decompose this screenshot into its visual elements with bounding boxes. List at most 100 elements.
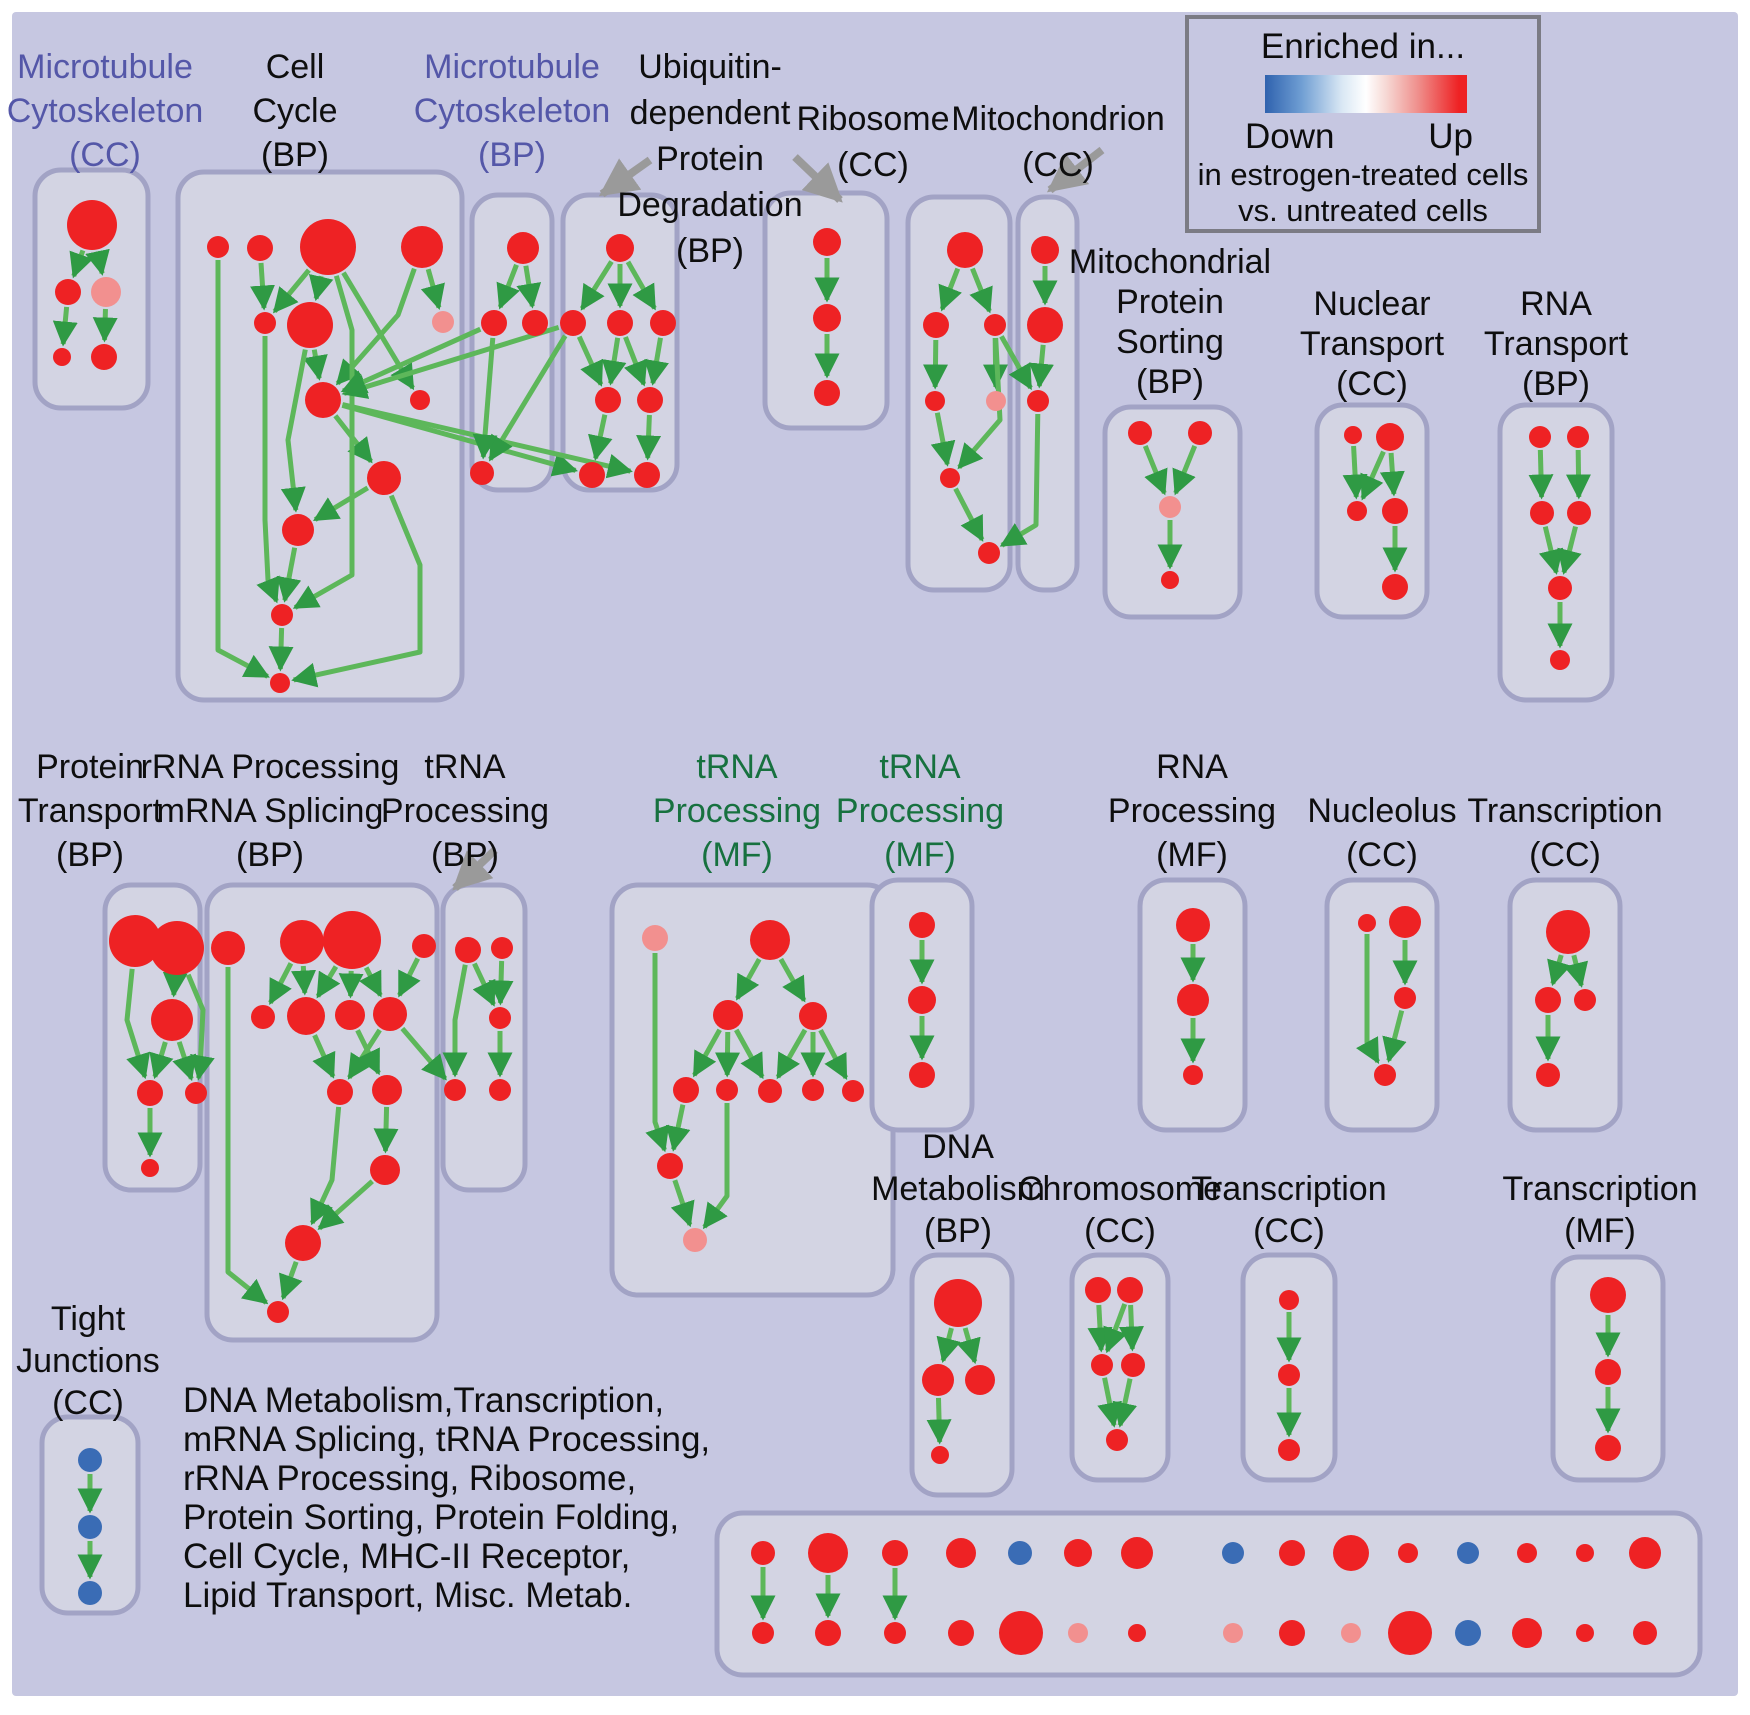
go-term-node-G6: [716, 1079, 738, 1101]
go-term-node-S3: [1159, 496, 1181, 518]
go-term-node-TB4: [444, 1079, 466, 1101]
edge-R4-R6: [930, 412, 956, 467]
go-term-node-G7: [758, 1079, 782, 1103]
edge-U4-U6: [644, 337, 669, 386]
go-term-node-P6: [141, 1159, 159, 1177]
label-protein-transport: Protein Transport (BP): [18, 748, 163, 874]
go-term-node-B6: [287, 302, 333, 348]
go-term-node-Y2: [1595, 1359, 1621, 1385]
label-transcription-cc-mid: Transcription (CC): [1467, 792, 1662, 874]
go-term-node-X1: [1279, 1290, 1299, 1310]
go-term-node-W2b: [815, 1620, 841, 1646]
go-term-node-TB3: [489, 1007, 511, 1029]
edge-G3-G6: [715, 1031, 740, 1078]
legend-subtitle-2: vs. untreated cells: [1238, 193, 1488, 228]
label-mito-protein-sorting: Mitochondrial Protein Sorting (BP): [1069, 243, 1271, 401]
edge-U6-U8: [636, 414, 662, 461]
group-box-cell-cycle: [175, 169, 465, 703]
go-term-node-B5: [254, 312, 276, 334]
edge-U2-U5: [576, 335, 604, 387]
edge-D1-D2: [936, 1327, 961, 1364]
edge-M1-M2: [496, 263, 520, 310]
edge-G1-G10: [645, 953, 670, 1153]
edge-S1-S3: [1142, 445, 1168, 496]
pointer-arrow-icon-1: [598, 156, 653, 198]
go-term-node-Q3: [323, 911, 381, 969]
go-term-node-Q10: [372, 1075, 402, 1105]
go-term-node-W6t: [1064, 1539, 1092, 1567]
edge-N2-N3: [1360, 450, 1386, 501]
label-trna-processing-mf-2: tRNA Processing (MF): [836, 748, 1004, 874]
group-box-transcription-cc-mid: [1507, 877, 1623, 1133]
go-term-node-J3: [78, 1581, 102, 1605]
go-term-node-W9b: [1279, 1620, 1305, 1646]
go-term-node-W12t: [1457, 1542, 1479, 1564]
edge-G6-G11: [702, 1103, 730, 1230]
go-term-node-W13b: [1512, 1618, 1542, 1648]
go-term-node-Q12: [285, 1225, 321, 1261]
go-term-node-Q2: [280, 920, 324, 964]
legend-title: Enriched in...: [1260, 27, 1466, 66]
go-term-node-H3: [909, 1062, 935, 1088]
go-term-node-W15b: [1633, 1621, 1657, 1645]
go-term-node-V2: [813, 304, 841, 332]
go-term-node-G3: [713, 1000, 743, 1030]
edge-NU1-NU4: [1356, 934, 1381, 1065]
go-term-node-C5: [1106, 1429, 1128, 1451]
label-ubiquitin: Ubiquitin-dependent Protein Degradation (BP…: [617, 48, 802, 270]
label-rna-transport: RNA Transport (BP): [1484, 285, 1629, 403]
go-term-node-N2: [1376, 423, 1404, 451]
go-term-node-U8: [634, 462, 660, 488]
legend-subtitle-1: in estrogen-treated cells: [1197, 157, 1529, 192]
go-term-node-A5: [91, 344, 117, 370]
go-term-node-C1: [1085, 1277, 1111, 1303]
edge-B10-B11: [312, 485, 370, 522]
go-term-node-Y3: [1595, 1435, 1621, 1461]
edge-G4-G9: [818, 1028, 849, 1080]
edge-B6-B11: [280, 349, 308, 513]
edge-B10-B13: [291, 494, 423, 688]
go-term-node-R1: [947, 232, 983, 268]
pointer-arrow-icon-2: [792, 154, 843, 203]
go-term-node-W7b: [1128, 1624, 1146, 1642]
go-term-node-B9: [410, 390, 430, 410]
go-term-node-W6b: [1068, 1623, 1088, 1643]
go-term-node-M4: [470, 461, 494, 485]
label-trna-processing-mf-1: tRNA Processing (MF): [653, 748, 821, 874]
edge-G2-G4: [778, 957, 807, 1003]
go-term-node-C2: [1117, 1277, 1143, 1303]
label-dna-metabolism: DNA Metabolism (BP): [871, 1128, 1045, 1250]
go-term-node-W12b: [1455, 1620, 1481, 1646]
go-term-node-TB5: [489, 1079, 511, 1101]
edge-TC1-TC3: [1563, 954, 1589, 988]
edge-C1-C3: [1087, 1304, 1113, 1353]
go-term-node-W10b: [1341, 1623, 1361, 1643]
go-term-node-W4b: [948, 1620, 974, 1646]
go-term-node-V1: [813, 228, 841, 256]
edge-T3-T5: [1538, 526, 1564, 575]
legend-gradient-bar: [1265, 75, 1467, 113]
edge-P1-P4: [124, 968, 151, 1080]
go-term-node-NU1: [1358, 914, 1376, 932]
go-term-node-V3: [814, 380, 840, 406]
go-term-node-TC1: [1546, 910, 1590, 954]
edge-TB2-TB3: [488, 960, 514, 1006]
legend-down-label: Down: [1245, 117, 1335, 156]
edge-A1-A2: [69, 249, 94, 279]
go-term-node-J1: [78, 1448, 102, 1472]
go-term-node-S2: [1188, 421, 1212, 445]
label-rna-processing-mf: RNA Processing (MF): [1108, 748, 1276, 874]
go-term-node-G9: [842, 1080, 864, 1102]
edge-R6-R7: [953, 487, 985, 542]
go-term-node-R4: [925, 391, 945, 411]
go-term-node-RM1: [1176, 908, 1210, 942]
edge-R3-R6: [957, 337, 1003, 470]
go-term-node-G4: [799, 1002, 827, 1030]
edge-G4-G7: [775, 1028, 808, 1080]
go-term-node-R5: [986, 391, 1006, 411]
edge-U5-U7: [588, 414, 613, 461]
edge-B4-B7: [420, 268, 445, 310]
go-term-node-P1: [109, 915, 161, 967]
